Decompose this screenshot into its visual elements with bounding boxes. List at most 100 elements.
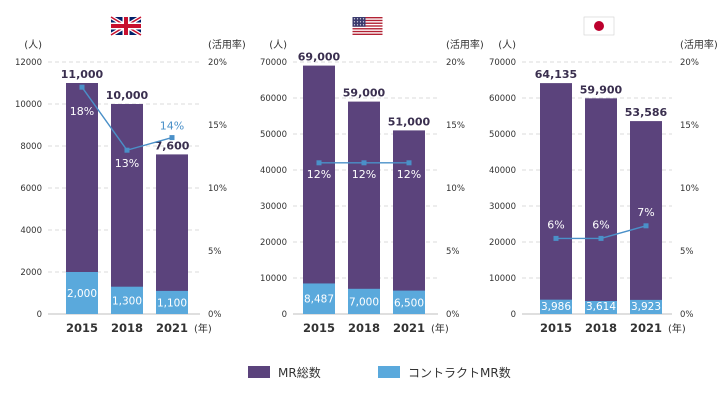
flag-stripe (352, 25, 383, 27)
y-tick-label: 60000 (489, 94, 516, 104)
data-label-mr-total: 53,586 (625, 106, 668, 119)
y-tick-label: 12000 (15, 58, 42, 68)
usage-rate-point (553, 235, 559, 241)
x-tick-label: 2018 (585, 321, 617, 335)
flag-stripe (352, 17, 383, 19)
y-axis-unit: (人) (24, 39, 42, 51)
legend-swatch-contract (378, 366, 400, 378)
x-tick-label: 2021 (156, 321, 188, 335)
usage-rate-point (124, 147, 130, 153)
y2-tick-label: 5% (446, 247, 460, 257)
usage-rate-point (406, 160, 412, 166)
x-tick-label: 2015 (303, 321, 335, 335)
data-label-contract-mr: 6,500 (394, 297, 424, 309)
bar-mr-total (630, 121, 662, 315)
data-label-mr-total: 11,000 (61, 68, 104, 81)
flag-stripe (352, 19, 383, 22)
y-tick-label: 2000 (20, 268, 42, 278)
legend-item-total: MR総数 (248, 362, 321, 382)
data-label-mr-total: 59,900 (580, 83, 623, 96)
chart-svg: (人) (活用率) 0 2000 4000 6000 8000 10000 12000 0% 5% 1… (15, 15, 718, 335)
flag-star (359, 21, 362, 23)
data-label-contract-mr: 3,614 (586, 301, 616, 313)
bar-contract-mr (66, 272, 98, 314)
y-tick-label: 0 (511, 310, 516, 320)
x-tick-label: 2018 (111, 321, 143, 335)
y2-tick-label: 15% (680, 121, 699, 131)
usage-rate-point (643, 223, 649, 229)
y2-axis-unit: (活用率) (446, 38, 484, 51)
y2-tick-label: 10% (680, 184, 699, 194)
bar-contract-mr (111, 286, 143, 314)
y-tick-label: 10000 (489, 274, 516, 284)
y-tick-label: 4000 (20, 226, 42, 236)
x-tick-label: 2021 (630, 321, 662, 335)
flag-star (359, 18, 362, 20)
bar-mr-total (111, 104, 143, 314)
y-tick-label: 10000 (260, 274, 287, 284)
data-label-usage-rate: 6% (547, 218, 564, 231)
data-label-mr-total: 64,135 (535, 68, 577, 81)
data-label-usage-rate: 12% (397, 168, 421, 181)
y-tick-label: 70000 (260, 58, 287, 68)
x-axis-unit: (年) (668, 322, 686, 335)
x-axis-unit: (年) (431, 322, 449, 335)
data-label-contract-mr: 1,300 (112, 295, 142, 307)
y-axis-unit: (人) (498, 39, 516, 51)
y-tick-label: 40000 (489, 166, 516, 176)
flag-star (353, 18, 356, 20)
y-tick-label: 50000 (260, 130, 287, 140)
y2-tick-label: 15% (446, 121, 465, 131)
legend-item-contract: コントラクトMR数 (378, 362, 511, 382)
flag-star (362, 18, 365, 20)
bar-mr-total (393, 130, 425, 314)
bar-contract-mr (540, 299, 572, 314)
data-label-usage-rate: 7% (637, 206, 654, 219)
data-label-contract-mr: 3,986 (541, 301, 571, 313)
bar-contract-mr (348, 288, 380, 314)
bar-mr-total (540, 83, 572, 314)
usage-rate-point (598, 235, 604, 241)
x-tick-label: 2015 (66, 321, 98, 335)
y2-tick-label: 0% (680, 310, 694, 320)
flag-star (356, 24, 359, 26)
data-label-mr-total: 10,000 (106, 89, 149, 102)
bar-mr-total (156, 154, 188, 314)
data-label-usage-rate: 12% (307, 168, 331, 181)
y2-tick-label: 10% (446, 184, 465, 194)
y-tick-label: 50000 (489, 130, 516, 140)
y2-tick-label: 20% (446, 58, 465, 68)
y2-tick-label: 0% (446, 310, 460, 320)
flag-star (353, 24, 356, 26)
y2-tick-label: 0% (208, 310, 222, 320)
y2-tick-label: 10% (208, 184, 227, 194)
bar-mr-total (303, 65, 335, 314)
flag-canton (352, 17, 366, 27)
data-label-contract-mr: 8,487 (304, 294, 334, 306)
flag-stripe (352, 28, 383, 30)
chart-panel-2: (人) (活用率) 0 10000 20000 30000 40000 50000 60000 7… (260, 17, 484, 335)
flag-star (359, 24, 362, 26)
japan-flag-icon (583, 16, 615, 36)
flag-star (356, 18, 359, 20)
bar-contract-mr (630, 299, 662, 314)
y-tick-label: 70000 (489, 58, 516, 68)
data-label-usage-rate: 6% (592, 218, 609, 231)
legend-label-contract: コントラクトMR数 (408, 365, 511, 380)
data-label-contract-mr: 1,100 (157, 297, 187, 309)
data-label-contract-mr: 3,923 (631, 301, 661, 313)
x-axis-unit: (年) (194, 322, 212, 335)
y-tick-label: 20000 (489, 238, 516, 248)
y2-tick-label: 20% (680, 58, 699, 68)
legend: MR総数 コントラクトMR数 (0, 362, 720, 382)
usage-rate-point (361, 160, 367, 166)
flag-cross-red (111, 24, 141, 28)
flag-sun (594, 21, 604, 31)
bar-mr-total (348, 101, 380, 314)
y2-axis-unit: (活用率) (680, 38, 718, 51)
y-tick-label: 0 (282, 310, 287, 320)
y2-tick-label: 15% (208, 121, 227, 131)
data-label-usage-rate: 13% (115, 157, 139, 170)
y-tick-label: 0 (37, 310, 42, 320)
y-tick-label: 6000 (20, 184, 42, 194)
